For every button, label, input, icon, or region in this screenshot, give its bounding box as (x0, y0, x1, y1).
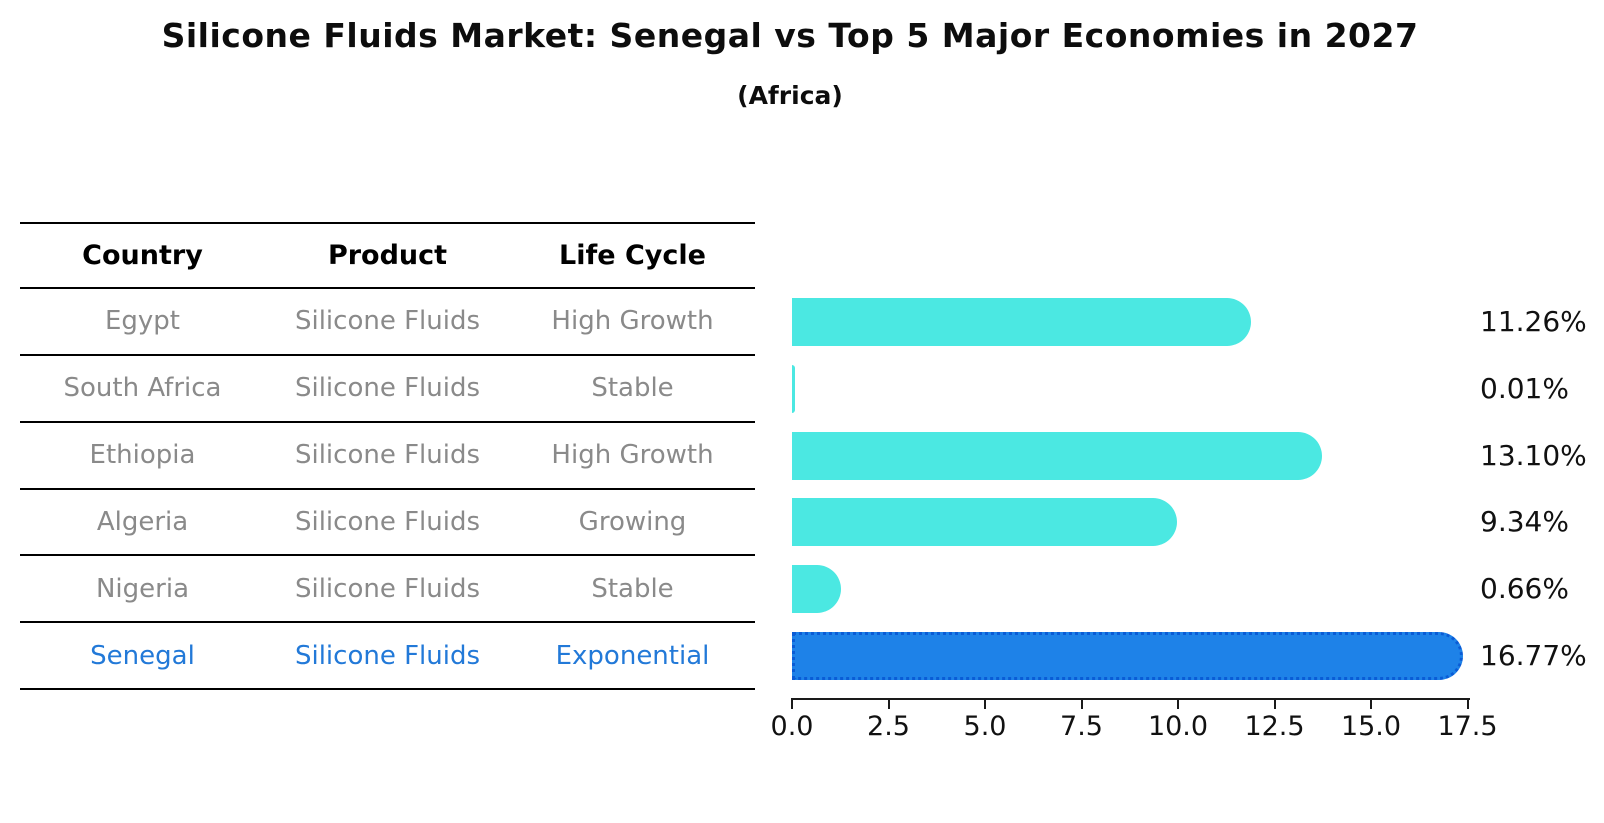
x-axis-line (791, 698, 1470, 700)
bar-algeria (792, 498, 1177, 547)
table-header-row: Country Product Life Cycle (20, 224, 755, 289)
table-row-ethiopia: Ethiopia Silicone Fluids High Growth (20, 423, 755, 490)
bar-value-label-nigeria: 0.66% (1480, 572, 1569, 606)
chart-subtitle: (Africa) (737, 81, 843, 110)
x-axis-tick (791, 700, 793, 709)
bar-senegal (792, 632, 1464, 681)
product-cell: Silicone Fluids (294, 506, 481, 537)
life-cycle-cell: High Growth (551, 306, 714, 337)
x-axis-tick-label: 0.0 (770, 711, 814, 742)
column-header-product: Product (327, 240, 448, 271)
product-cell: Silicone Fluids (294, 573, 481, 604)
x-axis-tick (1080, 700, 1083, 709)
table-row-algeria: Algeria Silicone Fluids Growing (20, 490, 755, 557)
table-row-egypt: Egypt Silicone Fluids High Growth (20, 289, 755, 356)
x-axis-tick-label: 7.5 (1060, 711, 1103, 742)
x-axis-tick-label: 5.0 (963, 711, 1007, 742)
bar-value-label-ethiopia: 13.10% (1480, 438, 1587, 472)
table-row-senegal: Senegal Silicone Fluids Exponential (20, 623, 755, 691)
country-cell: Nigeria (95, 573, 190, 604)
product-cell: Silicone Fluids (294, 306, 481, 337)
x-axis-tick (1177, 700, 1179, 709)
bar-value-label-senegal: 16.77% (1480, 639, 1587, 673)
chart-title: Silicone Fluids Market: Senegal vs Top 5… (161, 16, 1419, 55)
x-axis-tick-label: 17.5 (1437, 711, 1498, 742)
table-row-south-africa: South Africa Silicone Fluids Stable (20, 356, 755, 423)
life-cycle-cell: Growing (578, 506, 687, 537)
country-cell: Senegal (90, 640, 195, 671)
life-cycle-cell: High Growth (551, 440, 714, 471)
x-axis-tick (984, 700, 986, 709)
product-cell: Silicone Fluids (294, 440, 481, 471)
x-axis-tick (887, 700, 890, 709)
bar-value-label-south-africa: 0.01% (1480, 371, 1569, 405)
country-cell: South Africa (63, 373, 222, 404)
bar-ethiopia (792, 431, 1322, 480)
bar-nigeria (792, 565, 842, 614)
x-axis-tick-label: 10.0 (1147, 711, 1209, 742)
life-cycle-cell: Exponential (555, 640, 710, 671)
bar-south-africa (792, 364, 795, 413)
country-cell: Ethiopia (89, 440, 196, 471)
bar-egypt (792, 298, 1251, 346)
product-cell: Silicone Fluids (294, 640, 481, 671)
product-cell: Silicone Fluids (294, 373, 481, 404)
country-cell: Algeria (96, 506, 189, 537)
country-cell: Egypt (104, 306, 181, 337)
x-axis-tick-label: 15.0 (1340, 711, 1402, 742)
bar-value-label-egypt: 11.26% (1480, 305, 1587, 338)
x-axis-tick-label: 2.5 (867, 711, 910, 742)
table-row-nigeria: Nigeria Silicone Fluids Stable (20, 556, 755, 624)
x-axis-tick (1370, 700, 1372, 709)
bar-value-label-algeria: 9.34% (1480, 505, 1569, 539)
life-cycle-cell: Stable (591, 373, 674, 404)
life-cycle-cell: Stable (591, 573, 674, 604)
column-header-country: Country (82, 240, 203, 271)
x-axis-tick (1466, 700, 1469, 709)
country-table: Country Product Life Cycle Egypt Silicon… (20, 222, 755, 691)
x-axis-tick (1273, 700, 1276, 709)
column-header-life-cycle: Life Cycle (559, 240, 706, 271)
x-axis-tick-label: 12.5 (1244, 711, 1305, 742)
